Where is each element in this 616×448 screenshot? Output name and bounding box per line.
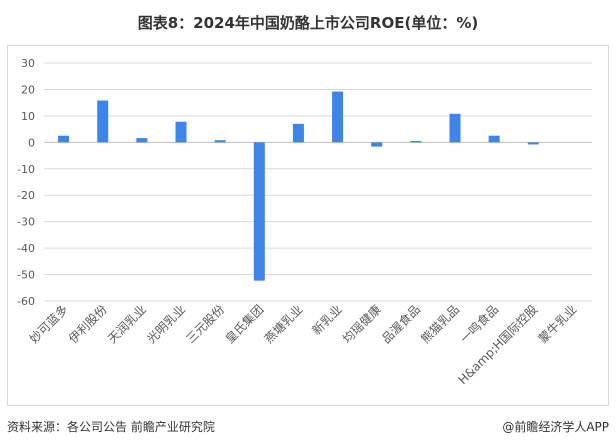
brand-note: @前瞻经济学人APP — [502, 420, 609, 434]
bar — [175, 121, 187, 143]
y-tick-label: -30 — [17, 216, 35, 229]
x-category-label: 蒙牛乳业 — [535, 302, 580, 347]
y-tick-label: -10 — [17, 163, 35, 176]
x-category-label: 三元股份 — [183, 302, 227, 346]
x-category-label: 伊利股份 — [66, 302, 110, 346]
y-tick-label: -20 — [17, 189, 35, 202]
bar — [371, 142, 383, 147]
chart-frame — [7, 45, 609, 406]
bar — [488, 135, 500, 143]
bar — [136, 138, 148, 143]
bar — [214, 140, 226, 143]
x-category-label: 妙可蓝多 — [27, 302, 71, 346]
x-category-label: 熊猫乳品 — [418, 302, 463, 347]
bar — [527, 142, 539, 145]
bar — [332, 91, 344, 143]
bar-chart: 30 20 10 0 -10 -20 -30 -40 -50 -60 妙可蓝多伊利股份天润乳业光明… — [17, 57, 592, 387]
bar — [253, 142, 265, 281]
y-tick-label: -60 — [17, 295, 35, 308]
x-category-label: 新乳业 — [309, 302, 345, 338]
bar — [97, 100, 109, 143]
x-category-label: 光明乳业 — [144, 302, 188, 346]
x-category-label: 均瑶健康 — [339, 302, 384, 347]
x-category-label: 天润乳业 — [105, 302, 149, 346]
bar — [292, 123, 304, 143]
source-note: 资料来源：各公司公告 前瞻产业研究院 — [7, 420, 215, 434]
y-tick-label: 30 — [21, 57, 35, 70]
x-category-label: 品渥食品 — [378, 302, 423, 347]
x-category-label: 燕塘乳业 — [261, 302, 306, 347]
bar — [449, 113, 461, 143]
y-tick-label: 10 — [21, 110, 35, 123]
bar — [410, 141, 422, 143]
y-tick-label: 20 — [21, 83, 35, 96]
bar — [58, 135, 70, 143]
y-tick-label: -40 — [17, 242, 35, 255]
y-tick-label: -50 — [17, 269, 35, 282]
chart-title: 图表8：2024年中国奶酪上市公司ROE(单位：%) — [137, 14, 479, 32]
y-tick-label: 0 — [28, 136, 35, 149]
x-category-label: 皇氏集团 — [222, 302, 267, 347]
